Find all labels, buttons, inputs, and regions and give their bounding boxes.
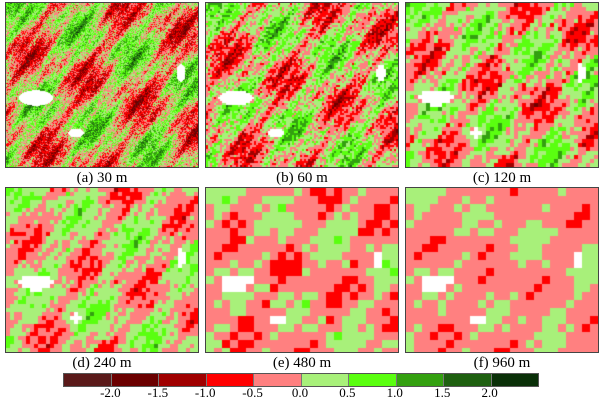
colorbar-tick-label: -1.5 <box>147 385 169 400</box>
colorbar-swatch <box>206 374 254 386</box>
colorbar-swatch <box>159 374 207 386</box>
map-panel-b: (b) 60 m <box>205 2 399 186</box>
map-panel-c: (c) 120 m <box>405 2 599 186</box>
colorbar-swatch <box>491 374 538 386</box>
colorbar-swatch <box>301 374 349 386</box>
colorbar-tick-label: 2.0 <box>481 385 498 400</box>
map-raster <box>405 187 599 353</box>
colorbar-swatch <box>64 374 112 386</box>
colorbar-swatch <box>396 374 444 386</box>
colorbar-tick-label: 1.5 <box>434 385 451 400</box>
map-panel-f: (f) 960 m <box>405 187 599 371</box>
colorbar-tick-label: -2.0 <box>100 385 121 400</box>
colorbar <box>63 373 539 387</box>
panel-label: (e) 480 m <box>272 355 332 371</box>
colorbar-swatch <box>349 374 397 386</box>
map-panel-a: (a) 30 m <box>5 2 199 186</box>
map-panel-d: (d) 240 m <box>5 187 199 371</box>
colorbar-swatch <box>444 374 492 386</box>
panel-label: (d) 240 m <box>72 355 132 371</box>
map-panel-e: (e) 480 m <box>205 187 399 371</box>
colorbar-swatch <box>111 374 159 386</box>
panel-label: (f) 960 m <box>473 355 531 371</box>
colorbar-swatch <box>254 374 302 386</box>
colorbar-tick-label: -0.5 <box>242 385 263 400</box>
map-raster <box>205 187 399 353</box>
map-raster <box>405 2 599 168</box>
colorbar-tick-label: -1.0 <box>194 385 216 400</box>
panel-label: (c) 120 m <box>472 170 532 186</box>
map-raster <box>205 2 399 168</box>
panel-label: (b) 60 m <box>276 170 328 186</box>
colorbar-tick-label: 1.0 <box>386 385 403 400</box>
colorbar-tick-label: 0.5 <box>339 385 356 400</box>
map-raster <box>5 2 199 168</box>
map-raster <box>5 187 199 353</box>
colorbar-tick-label: 0.0 <box>291 385 309 400</box>
panel-label: (a) 30 m <box>76 170 128 186</box>
